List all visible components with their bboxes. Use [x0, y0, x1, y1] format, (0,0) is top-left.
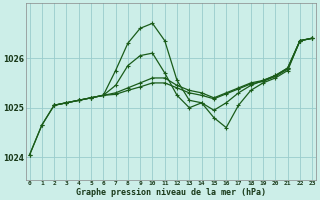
X-axis label: Graphe pression niveau de la mer (hPa): Graphe pression niveau de la mer (hPa) — [76, 188, 266, 197]
